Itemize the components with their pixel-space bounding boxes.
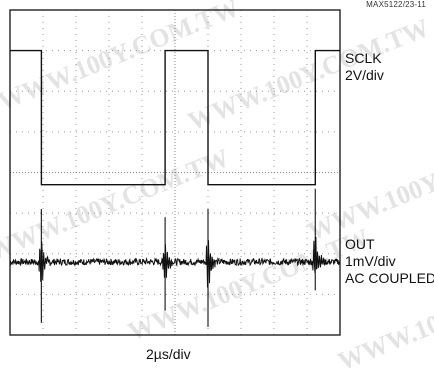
sclk-name: SCLK xyxy=(345,50,382,66)
out-name: OUT xyxy=(345,236,375,252)
sclk-scale: 2V/div xyxy=(345,67,384,83)
out-coupling: AC COUPLED xyxy=(345,270,434,286)
scope-grid xyxy=(9,9,341,336)
out-label: OUT 1mV/div AC COUPLED xyxy=(345,236,434,287)
timebase-label: 2µs/div xyxy=(146,346,191,362)
figure-id: MAX5122/23-11 xyxy=(366,0,426,9)
sclk-trace xyxy=(10,49,340,186)
out-trace xyxy=(9,236,341,288)
scope-traces xyxy=(9,49,341,327)
grid-frame xyxy=(9,9,341,336)
sclk-label: SCLK 2V/div xyxy=(345,50,384,84)
out-scale: 1mV/div xyxy=(345,253,396,269)
